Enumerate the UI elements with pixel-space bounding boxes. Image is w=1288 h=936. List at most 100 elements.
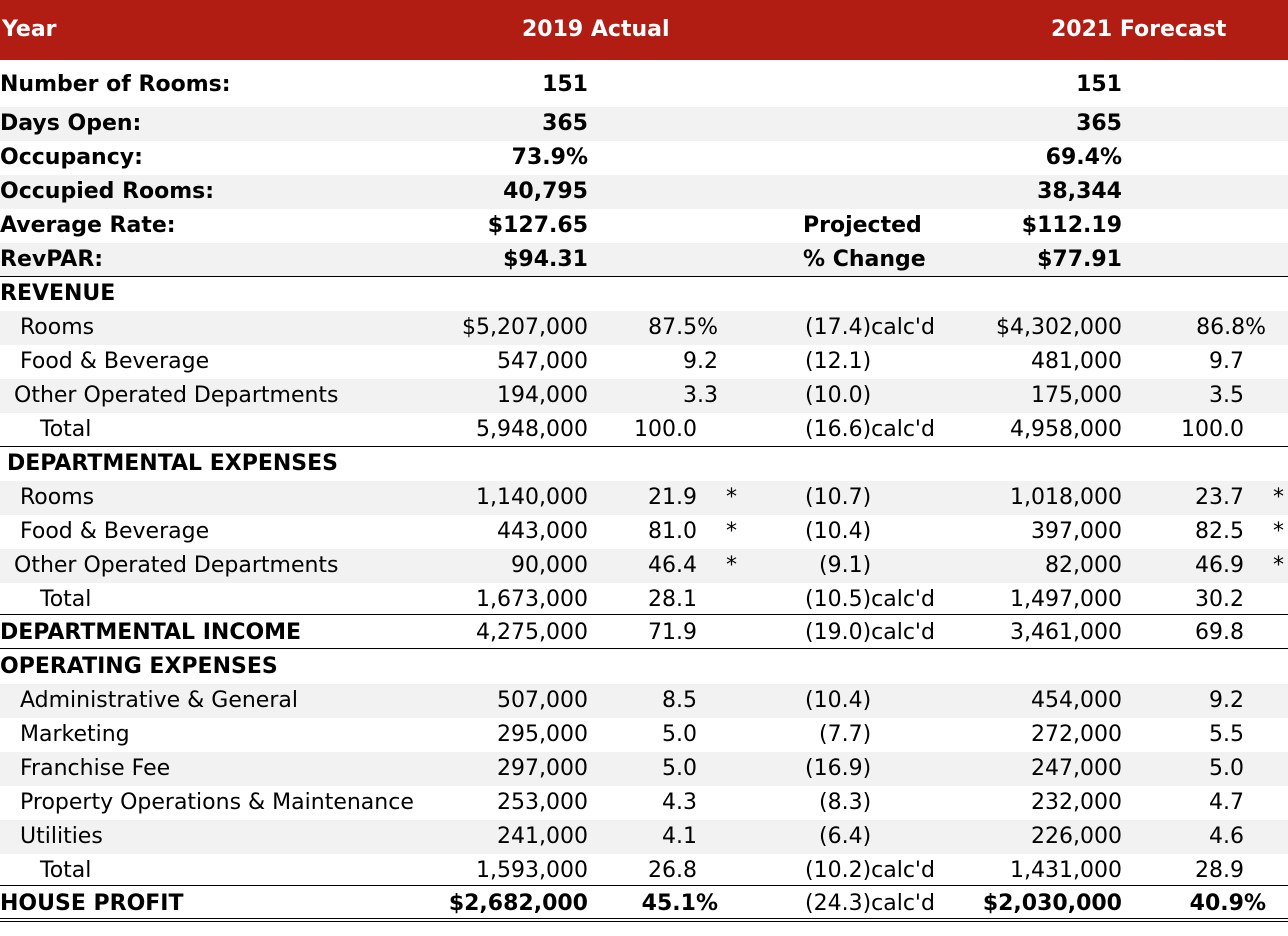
forecast-amount: 481,000 (1031, 349, 1122, 374)
forecast-value: $77.91 (1037, 247, 1122, 272)
actual-amount: 507,000 (497, 688, 588, 713)
divider (0, 885, 1288, 886)
actual-percent: 26.8 (648, 858, 697, 883)
forecast-value: 69.4% (1045, 145, 1122, 170)
section-heading-operating-expenses: OPERATING EXPENSES (0, 650, 1288, 684)
forecast-percent: 28.9 (1195, 858, 1244, 883)
forecast-amount: 4,958,000 (1010, 417, 1122, 442)
stat-row-average-rate: Average Rate: $127.65 Projected $112.19 (0, 209, 1288, 243)
opex-row-franchise-fee: Franchise Fee 297,000 5.0 (16.9) 247,000… (0, 752, 1288, 786)
departmental-income-row: DEPARTMENTAL INCOME 4,275,000 71.9 (19.0… (0, 616, 1288, 650)
stat-row-days-open: Days Open: 365 365 (0, 107, 1288, 141)
forecast-percent: 30.2 (1195, 587, 1244, 612)
row-label: Total (40, 417, 92, 442)
section-heading: OPERATING EXPENSES (0, 654, 278, 679)
actual-percent: 4.3 (662, 790, 697, 815)
actual-percent: 46.4 (648, 553, 697, 578)
year-header: Year (2, 17, 57, 42)
row-label: Food & Beverage (20, 519, 210, 544)
percent-change: (19.0)calc'd (805, 620, 935, 645)
revenue-row-rooms: Rooms $5,207,000 87.5% (17.4)calc'd $4,3… (0, 311, 1288, 345)
actual-amount: 297,000 (497, 756, 588, 781)
section-heading-revenue: REVENUE (0, 277, 1288, 311)
percent-change: (10.7) (805, 485, 872, 510)
forecast-value: $112.19 (1021, 213, 1122, 238)
opex-row-marketing: Marketing 295,000 5.0 (7.7) 272,000 5.5 (0, 718, 1288, 752)
actual-percent: 4.1 (662, 824, 697, 849)
actual-percent: 71.9 (648, 620, 697, 645)
row-label: Average Rate: (0, 213, 176, 238)
forecast-amount: 272,000 (1031, 722, 1122, 747)
forecast-amount: 226,000 (1031, 824, 1122, 849)
forecast-amount: 1,018,000 (1010, 485, 1122, 510)
actual-amount: 241,000 (497, 824, 588, 849)
actual-percent: 21.9 (648, 485, 697, 510)
percent-change: (10.5)calc'd (805, 587, 935, 612)
forecast-percent: 86.8% (1196, 315, 1266, 340)
forecast-amount: 1,497,000 (1010, 587, 1122, 612)
stat-row-rooms: Number of Rooms: 151 151 (0, 68, 1288, 102)
row-label: Marketing (20, 722, 130, 747)
table-header: Year 2019 Actual 2021 Forecast (0, 0, 1288, 60)
forecast-amount: $4,302,000 (996, 315, 1122, 340)
footnote-marker: * (1273, 553, 1284, 578)
forecast-percent: 3.5 (1209, 383, 1244, 408)
opex-row-property-operations: Property Operations & Maintenance 253,00… (0, 786, 1288, 820)
percent-change: (7.7) (819, 722, 872, 747)
forecast-percent: 82.5 (1195, 519, 1244, 544)
actual-percent: 28.1 (648, 587, 697, 612)
forecast-amount: 454,000 (1031, 688, 1122, 713)
actual-value: 365 (542, 111, 588, 136)
house-profit-row: HOUSE PROFIT $2,682,000 45.1% (24.3)calc… (0, 887, 1288, 921)
actual-percent: 5.0 (662, 756, 697, 781)
row-label: Days Open: (0, 111, 142, 136)
footnote-marker: * (726, 519, 737, 544)
stat-row-occupancy: Occupancy: 73.9% 69.4% (0, 141, 1288, 175)
actual-amount: 443,000 (497, 519, 588, 544)
row-label: RevPAR: (0, 247, 104, 272)
dept-expense-row-food-beverage: Food & Beverage 443,000 81.0 * (10.4) 39… (0, 515, 1288, 549)
actual-amount: 4,275,000 (476, 620, 588, 645)
divider (0, 614, 1288, 615)
double-underline-bottom (0, 921, 1288, 922)
forecast-amount: 1,431,000 (1010, 858, 1122, 883)
forecast-percent: 69.8 (1195, 620, 1244, 645)
row-label: Rooms (20, 485, 95, 510)
section-heading-departmental-expenses: DEPARTMENTAL EXPENSES (0, 447, 1288, 481)
actual-amount: $2,682,000 (448, 891, 588, 916)
percent-change: (6.4) (819, 824, 872, 849)
actual-amount: 194,000 (497, 383, 588, 408)
revenue-row-food-beverage: Food & Beverage 547,000 9.2 (12.1) 481,0… (0, 345, 1288, 379)
forecast-percent: 40.9% (1189, 891, 1266, 916)
opex-row-utilities: Utilities 241,000 4.1 (6.4) 226,000 4.6 (0, 820, 1288, 854)
actual-percent: 5.0 (662, 722, 697, 747)
percent-change: (12.1) (805, 349, 872, 374)
forecast-amount: 82,000 (1045, 553, 1122, 578)
actual-amount: 253,000 (497, 790, 588, 815)
forecast-amount: 175,000 (1031, 383, 1122, 408)
actual-amount: 5,948,000 (476, 417, 588, 442)
row-label: Administrative & General (20, 688, 298, 713)
percent-change: (10.4) (805, 688, 872, 713)
forecast-percent: 9.7 (1209, 349, 1244, 374)
stat-row-revpar: RevPAR: $94.31 % Change $77.91 (0, 243, 1288, 277)
section-heading: DEPARTMENTAL EXPENSES (7, 451, 338, 476)
divider (0, 446, 1288, 447)
percent-change: (10.0) (805, 383, 872, 408)
section-heading: REVENUE (0, 281, 116, 306)
forecast-value: 365 (1076, 111, 1122, 136)
actual-percent: 100.0 (634, 417, 697, 442)
actual-percent: 45.1% (641, 891, 718, 916)
double-underline-top (0, 918, 1288, 919)
actual-amount: 295,000 (497, 722, 588, 747)
revenue-row-total: Total 5,948,000 100.0 (16.6)calc'd 4,958… (0, 413, 1288, 447)
percent-change: (10.4) (805, 519, 872, 544)
dept-expense-row-rooms: Rooms 1,140,000 21.9 * (10.7) 1,018,000 … (0, 481, 1288, 515)
actual-percent: 3.3 (683, 383, 718, 408)
forecast-amount: 3,461,000 (1010, 620, 1122, 645)
row-label: Occupied Rooms: (0, 179, 215, 204)
stat-row-occupied-rooms: Occupied Rooms: 40,795 38,344 (0, 175, 1288, 209)
forecast-percent: 4.6 (1209, 824, 1244, 849)
actual-percent: 81.0 (648, 519, 697, 544)
percent-change: (17.4)calc'd (805, 315, 935, 340)
